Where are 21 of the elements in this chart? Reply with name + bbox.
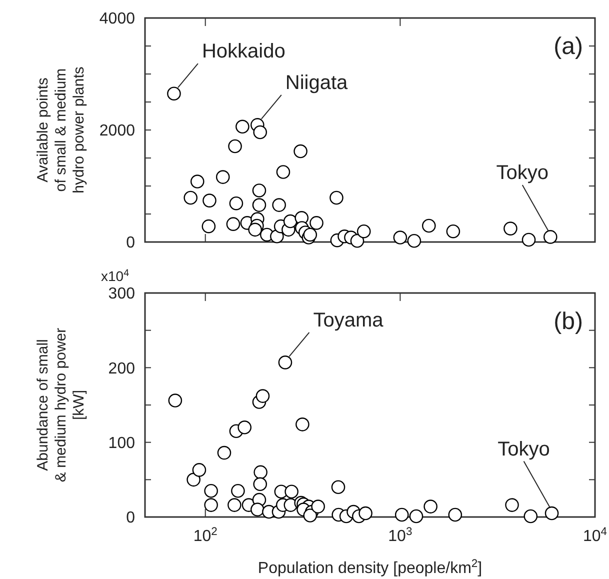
y-tick-label: 200 [108,360,136,378]
y-axis-title: Available points of small & medium hydro power plants [34,66,88,194]
annotation: Hokkaido [202,40,286,63]
annotation: Niigata [285,72,349,94]
annotation: Toyama [313,309,384,332]
y-tick-label: 0 [126,234,136,252]
y-axis-title: Abundance of small & medium hydro power [kW] [34,328,88,482]
y-tick-label: 4000 [99,10,136,28]
text: x10$^{4}$ [100,268,130,284]
x-axis-title: Population density [people/km$^{2}$] [258,558,482,577]
annotation: (b) [554,308,583,335]
y-tick-label: 0 [126,510,136,527]
y-tick-label: 100 [108,434,136,452]
y-tick-label: 2000 [99,122,136,140]
x-tick-label: 10$^{2}$ [193,526,218,545]
annotation: Tokyo [496,162,549,184]
annotation: (a) [554,33,583,60]
x-tick-label: 10$^{4}$ [582,526,608,545]
y-tick-label: 300 [108,286,136,303]
annotation: Tokyo [498,438,550,460]
x-tick-label: 10$^{3}$ [388,526,412,545]
